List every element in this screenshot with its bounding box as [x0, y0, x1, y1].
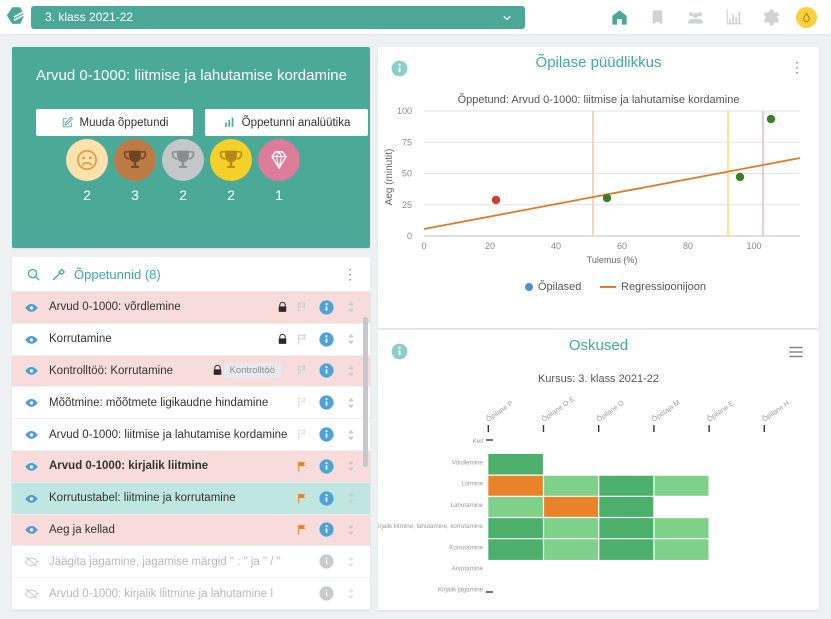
svg-text:Kell: Kell: [473, 438, 483, 445]
svg-text:Tulemus (%): Tulemus (%): [587, 255, 638, 265]
svg-text:Liitmine: Liitmine: [462, 481, 484, 488]
svg-text:75: 75: [402, 138, 412, 148]
svg-text:Lahutamine: Lahutamine: [451, 502, 484, 509]
svg-text:Õpetaja M: Õpetaja M: [650, 398, 682, 424]
svg-text:60: 60: [617, 241, 627, 251]
svg-text:Õpilane H: Õpilane H: [760, 398, 791, 423]
svg-text:0: 0: [407, 231, 412, 241]
svg-text:Õpilane P: Õpilane P: [484, 398, 515, 423]
svg-text:Õpilane O-E: Õpilane O-E: [539, 394, 576, 424]
svg-text:Õpilased: Õpilased: [538, 280, 581, 293]
svg-text:80: 80: [683, 241, 693, 251]
svg-text:40: 40: [551, 241, 561, 251]
svg-text:Arvutamine: Arvutamine: [452, 566, 484, 573]
svg-text:Võrdlemine: Võrdlemine: [452, 460, 484, 467]
svg-text:Õpilane E: Õpilane E: [705, 398, 736, 423]
svg-text:0: 0: [421, 241, 426, 251]
svg-text:Aeg (minutit): Aeg (minutit): [384, 149, 395, 206]
svg-text:Kirjalik liitmine, lahutamine,: Kirjalik liitmine, lahutamine, korrutami…: [378, 523, 484, 530]
svg-text:Korrutamine: Korrutamine: [449, 544, 483, 551]
svg-text:20: 20: [485, 241, 495, 251]
svg-text:100: 100: [397, 106, 412, 116]
svg-text:Kirjalik jagamine: Kirjalik jagamine: [438, 587, 484, 594]
svg-text:Regressioonijoon: Regressioonijoon: [621, 281, 706, 293]
svg-text:25: 25: [402, 200, 412, 210]
svg-text:100: 100: [746, 241, 761, 251]
svg-text:Õpilane O: Õpilane O: [595, 398, 626, 424]
svg-text:50: 50: [402, 169, 412, 179]
